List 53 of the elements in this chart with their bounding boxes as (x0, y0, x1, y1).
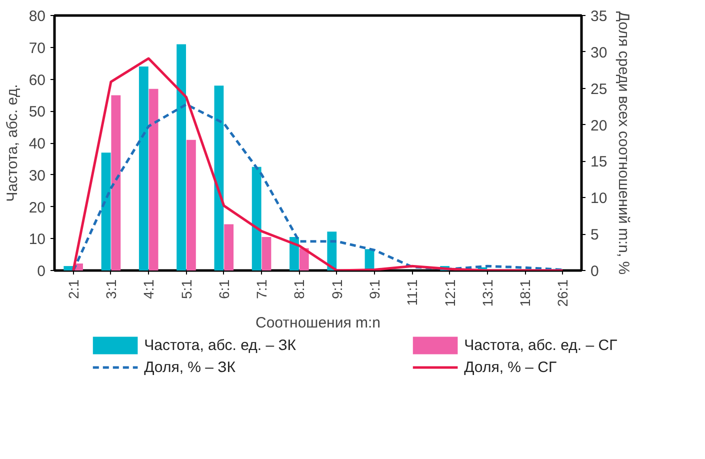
y-tick-label: 70 (28, 40, 46, 57)
bar (101, 152, 111, 270)
y-tick-label: 50 (28, 104, 46, 121)
legend-label: Частота, абс. ед. – ЗК (144, 337, 296, 354)
y2-tick-label: 15 (590, 154, 608, 171)
x-tick-label: 11:1 (404, 279, 420, 306)
bar (111, 95, 121, 270)
bar (262, 237, 272, 270)
x-tick-label: 9:1 (328, 279, 345, 299)
y2-tick-label: 10 (590, 190, 608, 208)
x-axis-title: Соотношения m:n (255, 314, 381, 332)
x-tick-label: 2:1 (65, 279, 82, 299)
x-tick-label: 26:1 (554, 279, 571, 307)
bar (176, 44, 186, 270)
y-axis-title: Частота, абс. ед. (4, 84, 21, 202)
bar (148, 88, 158, 270)
x-tick-label: 6:1 (216, 279, 232, 299)
x-tick-label: 8:1 (291, 279, 308, 299)
y2-tick-label: 25 (590, 80, 608, 98)
y-tick-label: 20 (28, 199, 46, 216)
y-tick-label: 10 (28, 231, 46, 248)
y-tick-label: 60 (28, 72, 46, 89)
y2-axis-title: Доля среди всех соотношений m:n, % (615, 11, 632, 275)
bar (299, 248, 309, 270)
y2-tick-label: 35 (590, 8, 608, 25)
line-series (72, 57, 564, 270)
legend-label: Доля, % – ЗК (144, 359, 236, 376)
x-tick-label: 12:1 (442, 279, 458, 307)
bar (138, 66, 148, 270)
y2-tick-label: 30 (590, 44, 608, 62)
y-tick-label: 40 (28, 136, 46, 152)
x-tick-label: 4:1 (140, 279, 157, 299)
legend-label: Частота, абс. ед. – СГ (464, 337, 618, 354)
x-tick-label: 7:1 (254, 279, 270, 299)
bar (214, 86, 224, 270)
bar (186, 140, 196, 270)
x-tick-label: 13:1 (479, 279, 496, 307)
line-series (72, 103, 564, 270)
x-tick-label: 5:1 (178, 279, 194, 299)
y2-tick-label: 0 (590, 263, 599, 280)
x-tick-label: 18:1 (517, 279, 534, 307)
x-tick-label: 9:1 (366, 279, 382, 299)
bar (252, 166, 262, 270)
x-tick-label: 3:1 (102, 279, 119, 299)
y-tick-label: 0 (37, 263, 46, 280)
bar (64, 266, 74, 270)
y-tick-label: 80 (28, 8, 46, 25)
legend-label: Доля, % – СГ (464, 359, 557, 376)
y-tick-label: 30 (28, 167, 46, 184)
y2-tick-label: 5 (590, 226, 599, 244)
bar (290, 237, 299, 270)
bar (224, 224, 234, 270)
y2-tick-label: 20 (590, 117, 608, 134)
